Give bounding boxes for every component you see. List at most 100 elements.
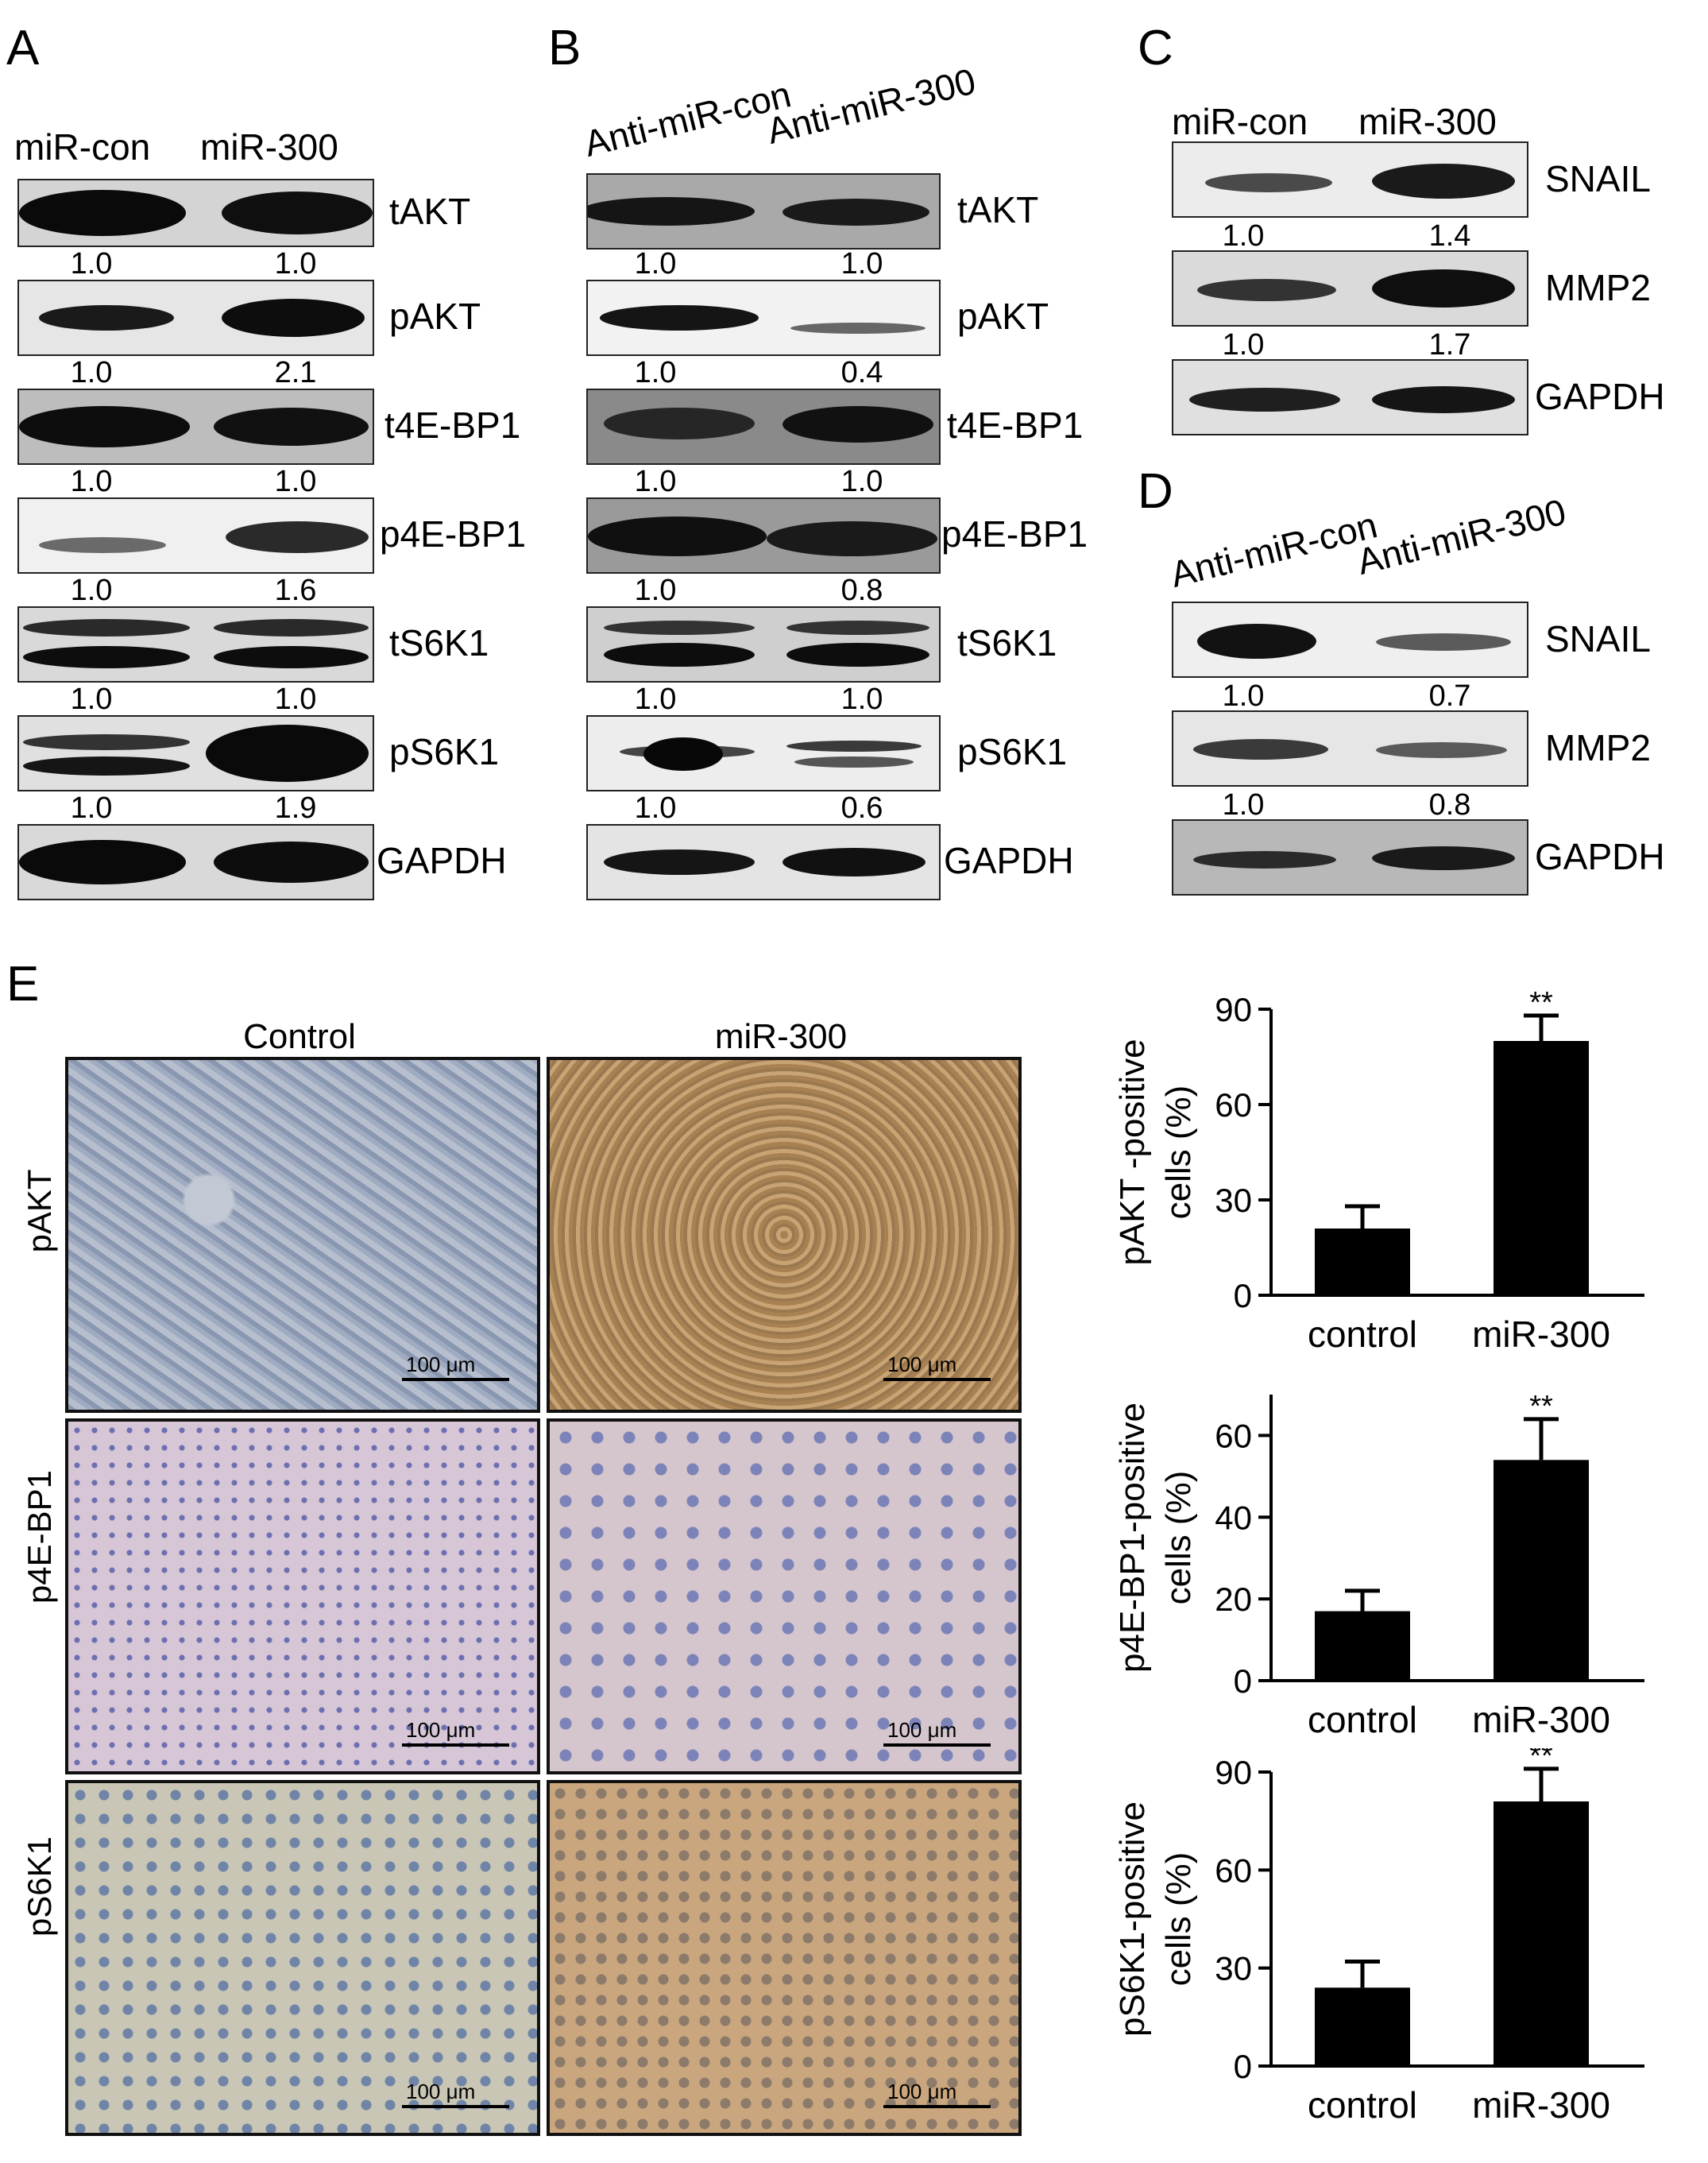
blot-a-pakt-label: pAKT xyxy=(389,296,481,337)
scale-bar-label: 100 μm xyxy=(887,1718,957,1742)
blot-b-takt-label: tAKT xyxy=(957,189,1039,230)
y-tick-label: 30 xyxy=(1215,1182,1252,1219)
y-axis-label: cells (%) xyxy=(1159,1471,1198,1605)
scale-bar-label: 100 μm xyxy=(406,1718,476,1742)
blot-a-takt-label: tAKT xyxy=(389,191,471,232)
ihc-control-pakt: 100 μm xyxy=(65,1057,540,1413)
bar-control xyxy=(1315,1987,1410,2066)
quant-b-pakt-1: 1.0 xyxy=(634,356,677,389)
scale-bar-label: 100 μm xyxy=(887,2080,957,2103)
quant-b-ps6k1-2: 0.6 xyxy=(840,791,883,825)
blot-c-gapdh-label: GAPDH xyxy=(1535,376,1665,417)
blot-d-mmp2 xyxy=(1172,710,1528,787)
blot-b-t4ebp1-label: t4E-BP1 xyxy=(947,404,1084,446)
panel-a-lane-1: miR-con xyxy=(14,126,151,168)
quant-a-ps6k1-2: 1.9 xyxy=(274,791,317,825)
blot-a-t4ebp1 xyxy=(17,389,374,465)
blot-b-p4ebp1-label: p4E-BP1 xyxy=(941,513,1088,555)
blot-c-mmp2-label: MMP2 xyxy=(1545,267,1651,308)
quant-b-takt-2: 1.0 xyxy=(840,247,883,281)
x-tick-label: control xyxy=(1308,2084,1417,2126)
y-tick-label: 60 xyxy=(1215,1852,1252,1889)
significance-marker: ** xyxy=(1529,1390,1553,1423)
x-tick-label: miR-300 xyxy=(1472,2084,1610,2126)
column-label-control: Control xyxy=(243,1017,356,1056)
blot-b-pakt-label: pAKT xyxy=(957,296,1049,337)
x-tick-label: control xyxy=(1308,1699,1417,1740)
quant-a-pakt-2: 2.1 xyxy=(274,356,317,389)
panel-b-lane-1: Anti-miR-con xyxy=(580,73,795,164)
chart-pakt: 0 30 60 90 pAKT -positive cells (%) control miR… xyxy=(1113,986,1644,1355)
bar-control xyxy=(1315,1611,1410,1681)
row-label-ps6k1: pS6K1 xyxy=(21,1836,58,1937)
panel-a-lane-2: miR-300 xyxy=(200,126,338,168)
blot-a-ts6k1 xyxy=(17,606,374,683)
blot-d-gapdh-label: GAPDH xyxy=(1535,836,1665,877)
blot-b-gapdh-label: GAPDH xyxy=(944,840,1074,881)
y-tick-label: 0 xyxy=(1234,1277,1252,1314)
quant-b-p4ebp1-1: 1.0 xyxy=(634,574,677,607)
blot-b-ps6k1 xyxy=(586,715,941,791)
panel-d-lane-1: Anti-miR-con xyxy=(1166,504,1381,595)
blot-b-p4ebp1 xyxy=(586,497,941,574)
significance-marker: ** xyxy=(1529,1748,1553,1773)
blot-d-snail xyxy=(1172,602,1528,678)
y-axis-label: pS6K1-positive xyxy=(1113,1801,1152,2037)
blot-a-gapdh-label: GAPDH xyxy=(377,840,507,881)
x-tick-label: miR-300 xyxy=(1472,1314,1610,1355)
row-label-p4ebp1: p4E-BP1 xyxy=(21,1469,58,1604)
blot-a-pakt xyxy=(17,280,374,356)
y-tick-label: 90 xyxy=(1215,991,1252,1028)
quant-d-mmp2-2: 0.8 xyxy=(1428,788,1471,822)
blot-a-takt xyxy=(17,179,374,247)
x-tick-label: control xyxy=(1308,1314,1417,1355)
y-tick-label: 60 xyxy=(1215,1086,1252,1124)
quant-b-t4ebp1-1: 1.0 xyxy=(634,465,677,498)
blot-b-takt xyxy=(586,173,941,250)
scale-bar-label: 100 μm xyxy=(406,2080,476,2103)
y-axis-label: cells (%) xyxy=(1159,1852,1198,1987)
quant-a-t4ebp1-2: 1.0 xyxy=(274,465,317,498)
y-axis-label: pAKT -positive xyxy=(1113,1039,1152,1265)
blot-c-snail xyxy=(1172,141,1528,218)
quant-b-t4ebp1-2: 1.0 xyxy=(840,465,883,498)
y-tick-label: 90 xyxy=(1215,1754,1252,1791)
column-label-mir300: miR-300 xyxy=(714,1017,848,1056)
panel-d-lane-2: Anti-miR-300 xyxy=(1353,490,1571,582)
panel-c-lane-1: miR-con xyxy=(1172,101,1308,142)
y-axis-label: p4E-BP1-positive xyxy=(1113,1403,1152,1673)
quant-b-p4ebp1-2: 0.8 xyxy=(840,574,883,607)
quant-b-pakt-2: 0.4 xyxy=(840,356,883,389)
quant-b-takt-1: 1.0 xyxy=(634,247,677,281)
quant-b-ts6k1-2: 1.0 xyxy=(840,683,883,716)
blot-d-snail-label: SNAIL xyxy=(1545,618,1651,660)
scale-bar-label: 100 μm xyxy=(887,1352,957,1376)
quant-b-ps6k1-1: 1.0 xyxy=(634,791,677,825)
quant-a-takt-1: 1.0 xyxy=(70,247,113,281)
panel-d-letter: D xyxy=(1138,464,1173,519)
panel-e-letter: E xyxy=(6,957,40,1012)
blot-a-t4ebp1-label: t4E-BP1 xyxy=(384,404,521,446)
bar-miR-300 xyxy=(1494,1041,1589,1295)
bar-miR-300 xyxy=(1494,1801,1589,2066)
quant-b-ts6k1-1: 1.0 xyxy=(634,683,677,716)
blot-a-p4ebp1 xyxy=(17,497,374,574)
blot-a-ts6k1-label: tS6K1 xyxy=(389,622,489,664)
row-label-pakt: pAKT xyxy=(21,1169,58,1253)
quant-c-mmp2-1: 1.0 xyxy=(1222,328,1265,362)
bar-control xyxy=(1315,1229,1410,1295)
quant-a-p4ebp1-2: 1.6 xyxy=(274,574,317,607)
scale-bar-label: 100 μm xyxy=(406,1352,476,1376)
blot-d-gapdh xyxy=(1172,819,1528,896)
blot-c-gapdh xyxy=(1172,359,1528,435)
y-tick-label: 20 xyxy=(1215,1581,1252,1618)
blot-a-ps6k1-label: pS6K1 xyxy=(389,731,500,772)
blot-b-t4ebp1 xyxy=(586,389,941,465)
x-tick-label: miR-300 xyxy=(1472,1699,1610,1740)
y-tick-label: 60 xyxy=(1215,1417,1252,1454)
blot-b-gapdh xyxy=(586,824,941,900)
panel-b-lane-2: Anti-miR-300 xyxy=(763,60,980,152)
chart-p4ebp1: 0 20 40 60 p4E-BP1-positive cells (%) control m… xyxy=(1113,1390,1644,1740)
blot-a-ps6k1 xyxy=(17,715,374,791)
y-tick-label: 0 xyxy=(1234,1662,1252,1700)
